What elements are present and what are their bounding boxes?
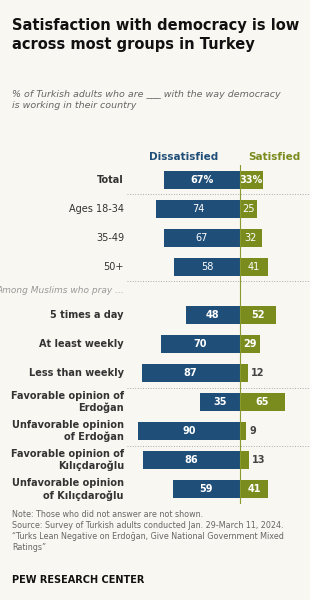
Bar (240, 229, 262, 247)
Text: 67: 67 (196, 233, 208, 243)
Text: Favorable opinion of
Erdoğan: Favorable opinion of Erdoğan (11, 391, 124, 413)
Text: 58: 58 (201, 262, 213, 272)
Bar (143, 451, 240, 469)
Text: 86: 86 (184, 455, 198, 466)
Bar (240, 258, 268, 276)
Text: 65: 65 (256, 397, 269, 407)
Bar (164, 170, 240, 188)
Text: 41: 41 (247, 484, 261, 494)
Text: 5 times a day: 5 times a day (51, 310, 124, 320)
Bar (240, 481, 268, 499)
Text: Satisfied: Satisfied (249, 152, 301, 162)
Bar (156, 200, 240, 218)
Text: PEW RESEARCH CENTER: PEW RESEARCH CENTER (12, 575, 145, 585)
Text: 9: 9 (249, 426, 256, 436)
Text: 87: 87 (184, 368, 197, 378)
Text: 35-49: 35-49 (96, 233, 124, 243)
Text: Dissatisfied: Dissatisfied (149, 152, 218, 162)
Text: Ages 18-34: Ages 18-34 (69, 203, 124, 214)
Bar (200, 393, 240, 411)
Bar (161, 335, 240, 353)
Text: 12: 12 (251, 368, 265, 378)
Text: 13: 13 (252, 455, 265, 466)
Text: 52: 52 (251, 310, 265, 320)
Text: 67%: 67% (190, 175, 214, 185)
Bar (240, 393, 285, 411)
Bar (240, 200, 257, 218)
Bar (240, 451, 249, 469)
Text: 74: 74 (192, 203, 204, 214)
Text: 90: 90 (182, 426, 196, 436)
Text: Less than weekly: Less than weekly (29, 368, 124, 378)
Bar (240, 170, 263, 188)
Bar (164, 229, 240, 247)
Bar (186, 306, 240, 324)
Text: 59: 59 (200, 484, 213, 494)
Bar (142, 364, 240, 382)
Text: Favorable opinion of
Kılıçdaroğlu: Favorable opinion of Kılıçdaroğlu (11, 449, 124, 472)
Text: Note: Those who did not answer are not shown.
Source: Survey of Turkish adults c: Note: Those who did not answer are not s… (12, 510, 284, 552)
Text: 41: 41 (248, 262, 260, 272)
Bar (173, 481, 240, 499)
Bar (240, 422, 246, 440)
Text: % of Turkish adults who are ___ with the way democracy
is working in their count: % of Turkish adults who are ___ with the… (12, 90, 281, 110)
Bar (138, 422, 240, 440)
Text: Among Muslims who pray ...: Among Muslims who pray ... (0, 286, 124, 295)
Bar (240, 306, 276, 324)
Text: At least weekly: At least weekly (39, 339, 124, 349)
Text: 50+: 50+ (104, 262, 124, 272)
Text: Unfavorable opinion
of Erdoğan: Unfavorable opinion of Erdoğan (12, 420, 124, 442)
Text: 25: 25 (242, 203, 255, 214)
Text: Total: Total (97, 175, 124, 185)
Bar (240, 335, 260, 353)
Bar (240, 364, 248, 382)
Text: Unfavorable opinion
of Kılıçdaroğlu: Unfavorable opinion of Kılıçdaroğlu (12, 478, 124, 500)
Bar (174, 258, 240, 276)
Text: Satisfaction with democracy is low
across most groups in Turkey: Satisfaction with democracy is low acros… (12, 18, 300, 52)
Text: 48: 48 (206, 310, 219, 320)
Text: 29: 29 (243, 339, 257, 349)
Text: 33%: 33% (240, 175, 263, 185)
Text: 70: 70 (193, 339, 207, 349)
Text: 32: 32 (245, 233, 257, 243)
Text: 35: 35 (213, 397, 227, 407)
